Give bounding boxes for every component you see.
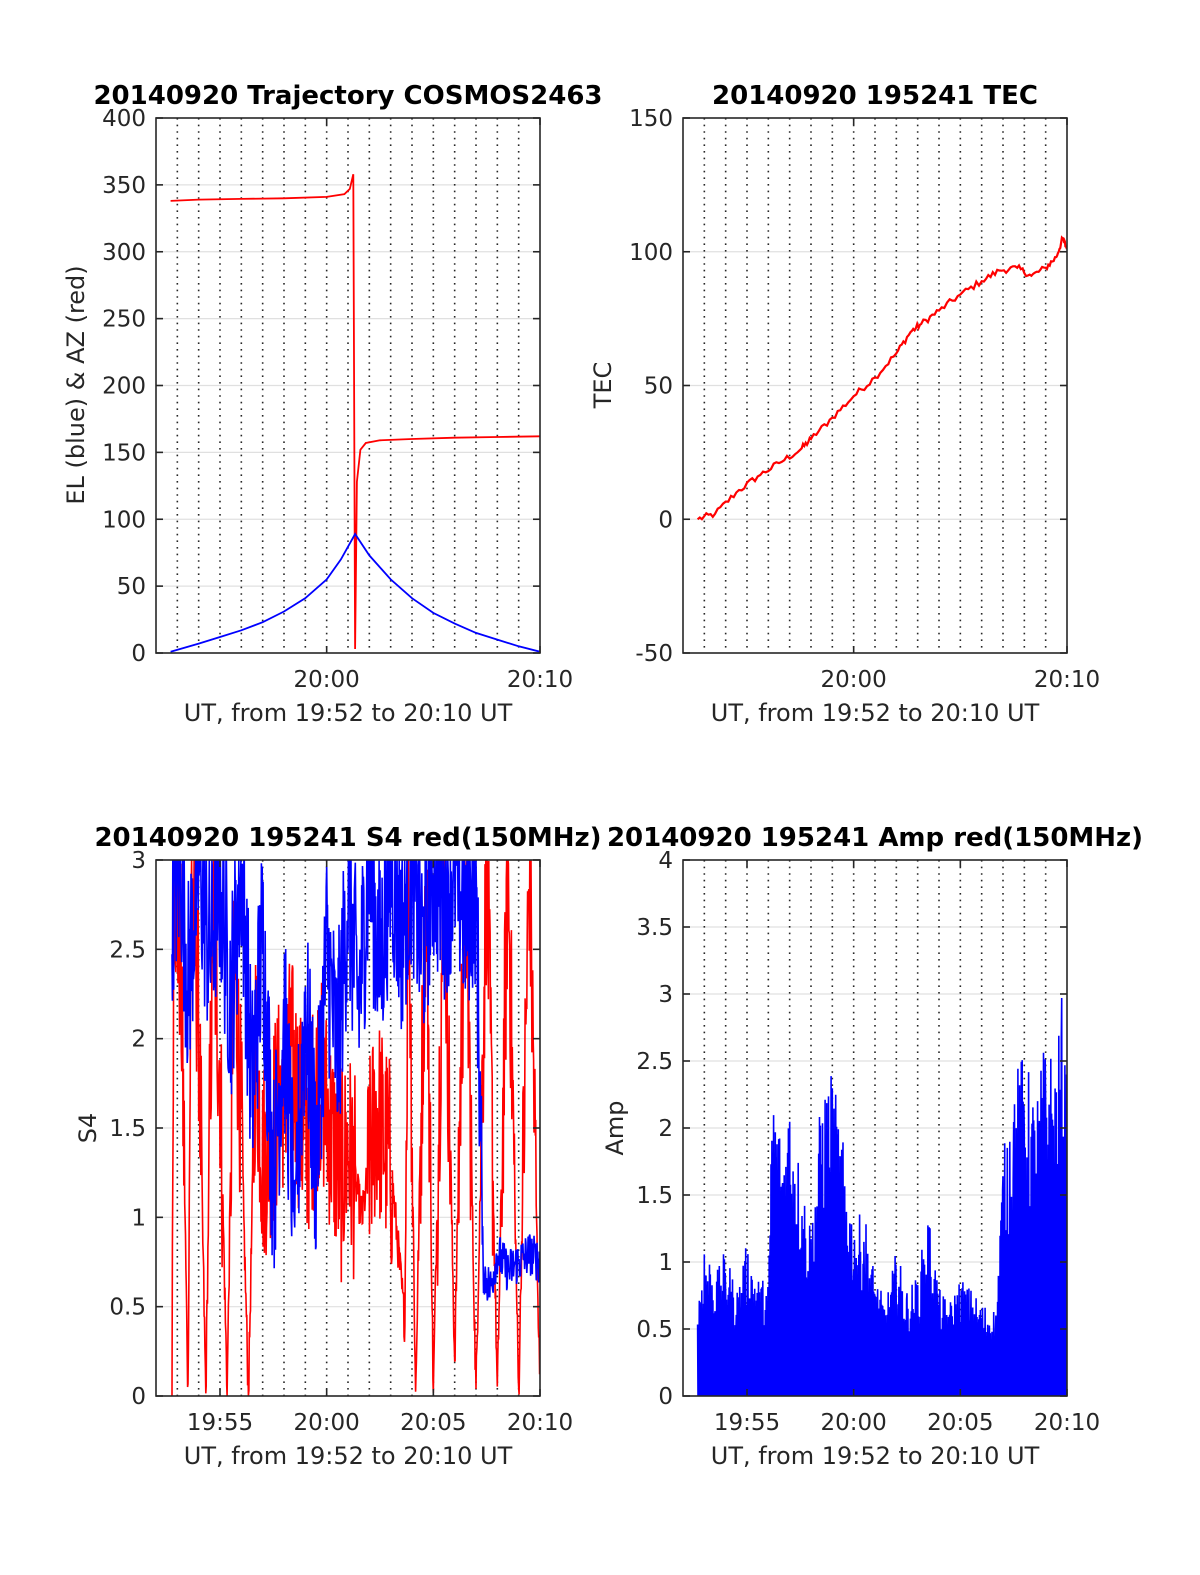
ytick-label: 50 [644,374,673,400]
xtick-label: 20:10 [507,667,573,693]
ytick-label: 3.5 [636,915,673,941]
panel-tec-hgrid [683,251,1067,520]
ytick-label: 0 [658,507,673,533]
xtick-label: 19:55 [714,1410,780,1436]
series-line-red [696,235,1067,521]
ytick-label: -50 [635,641,673,667]
xtick-label: 20:00 [294,1410,360,1436]
ytick-label: 1.5 [636,1183,673,1209]
ytick-label: 4 [658,848,673,874]
panel-trajectory-ticks: 0 50 100 150 200 250 300 350 400 20:00 20:10 [102,106,573,693]
ytick-label: 200 [102,374,146,400]
ytick-label: 3 [658,982,673,1008]
panel-trajectory-ylabel: EL (blue) & AZ (red) [62,265,90,504]
ytick-label: 100 [629,240,673,266]
xtick-label: 20:10 [1034,1410,1100,1436]
panel-tec-title: 20140920 195241 TEC [712,81,1038,111]
xtick-label: 19:55 [187,1410,253,1436]
panel-s4: 20140920 195241 S4 red(150MHz) 0 0.5 1 1.5 2… [74,823,602,1470]
series-line-blue [170,532,540,653]
panel-s4-ylabel: S4 [74,1113,102,1144]
panel-s4-title: 20140920 195241 S4 red(150MHz) [94,823,601,853]
xtick-label: 20:10 [507,1410,573,1436]
xtick-label: 20:00 [821,667,887,693]
panel-amp: 20140920 195241 Amp red(150MHz) 0 0.5 1 1.5… [601,823,1143,1470]
ytick-label: 150 [102,440,146,466]
ytick-label: 0 [131,641,146,667]
ytick-label: 1 [658,1250,673,1276]
panel-s4-series [171,860,540,1396]
panel-trajectory: 20140920 Trajectory COSMOS2463 0 50 100 150… [62,81,603,727]
ytick-label: 0 [658,1384,673,1410]
series-line-red [171,860,540,1396]
panel-amp-ylabel: Amp [601,1100,629,1155]
panel-s4-xlabel: UT, from 19:52 to 20:10 UT [184,1442,513,1470]
panel-amp-series [696,997,1067,1396]
panel-tec-ylabel: TEC [589,362,617,410]
ytick-label: 400 [102,106,146,132]
panel-tec: 20140920 195241 TEC -50 0 50 100 150 20:00 20:… [589,81,1100,727]
series-line-blue [696,997,1067,1396]
panel-tec-ticks: -50 0 50 100 150 20:00 20:10 [629,106,1100,693]
series-line-red [170,173,540,650]
panel-trajectory-xlabel: UT, from 19:52 to 20:10 UT [184,699,513,727]
panel-amp-ticks: 0 0.5 1 1.5 2 2.5 3 3.5 4 19:55 20:00 20:05 20:10 [636,848,1100,1436]
panel-s4-ticks: 0 0.5 1 1.5 2 2.5 3 19:55 20:00 20:05 20:10 [109,848,573,1436]
series-line-blue [171,860,540,1301]
ytick-label: 50 [117,574,146,600]
ytick-label: 0.5 [636,1317,673,1343]
panel-amp-title: 20140920 195241 Amp red(150MHz) [607,823,1143,853]
ytick-label: 350 [102,173,146,199]
xtick-label: 20:10 [1034,667,1100,693]
panel-trajectory-series [170,173,540,653]
ytick-label: 2 [131,1027,146,1053]
panel-tec-xlabel: UT, from 19:52 to 20:10 UT [711,699,1040,727]
ytick-label: 1.5 [109,1116,146,1142]
panel-amp-xlabel: UT, from 19:52 to 20:10 UT [711,1442,1040,1470]
ytick-label: 0 [131,1384,146,1410]
ytick-label: 0.5 [109,1295,146,1321]
panel-trajectory-title: 20140920 Trajectory COSMOS2463 [93,81,602,111]
ytick-label: 100 [102,507,146,533]
ytick-label: 2 [658,1116,673,1142]
ytick-label: 150 [629,106,673,132]
xtick-label: 20:05 [927,1410,993,1436]
ytick-label: 1 [131,1205,146,1231]
ytick-label: 300 [102,240,146,266]
ytick-label: 3 [131,848,146,874]
xtick-label: 20:00 [294,667,360,693]
panel-tec-series [696,235,1067,521]
ytick-label: 250 [102,307,146,333]
ytick-label: 2.5 [636,1049,673,1075]
ytick-label: 2.5 [109,937,146,963]
xtick-label: 20:00 [821,1410,887,1436]
xtick-label: 20:05 [400,1410,466,1436]
